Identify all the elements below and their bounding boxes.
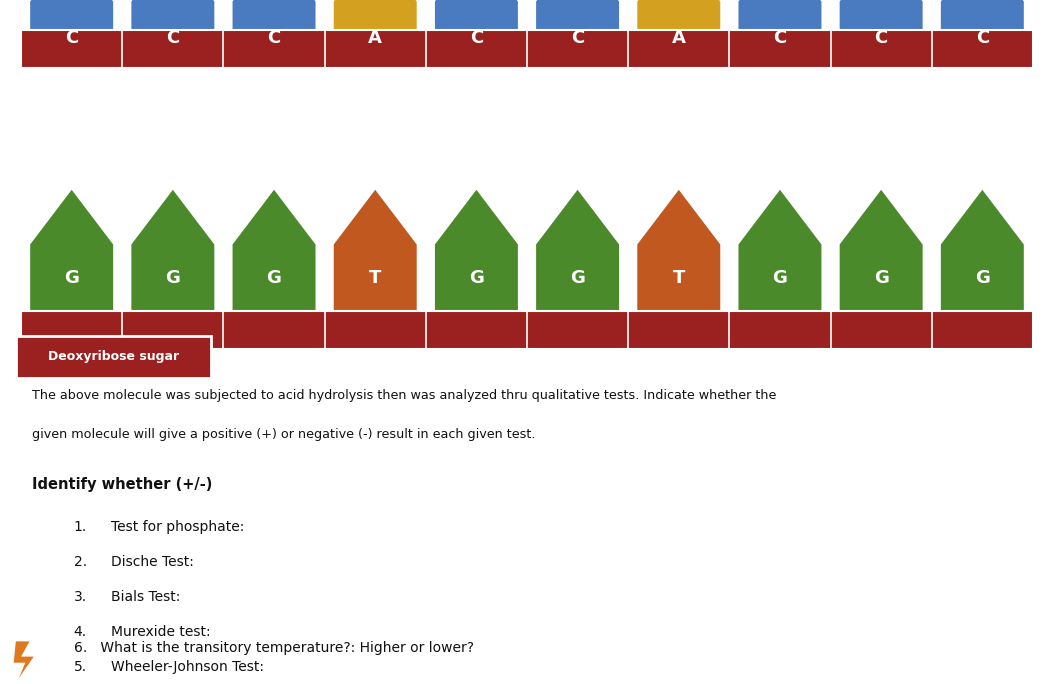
Polygon shape [536,0,619,68]
Text: The above molecule was subjected to acid hydrolysis then was analyzed thru quali: The above molecule was subjected to acid… [32,389,776,402]
Polygon shape [132,0,214,68]
Text: G: G [975,269,990,287]
FancyBboxPatch shape [16,336,211,378]
Text: 5.: 5. [74,659,86,674]
Text: Wheeler-Johnson Test:: Wheeler-Johnson Test: [111,659,264,674]
Text: A: A [671,29,686,47]
Polygon shape [638,190,720,311]
Polygon shape [334,190,416,311]
Text: A: A [368,29,383,47]
Text: 2.: 2. [74,555,86,568]
Text: Dische Test:: Dische Test: [111,555,194,568]
Polygon shape [638,0,720,68]
Polygon shape [840,190,922,311]
Polygon shape [536,190,619,311]
Text: C: C [470,29,483,47]
Text: 1.: 1. [74,520,87,534]
Polygon shape [233,190,315,311]
FancyBboxPatch shape [21,30,1033,68]
Text: C: C [167,29,179,47]
Polygon shape [233,0,315,68]
Text: C: C [65,29,78,47]
Text: given molecule will give a positive (+) or negative (-) result in each given tes: given molecule will give a positive (+) … [32,428,535,441]
Text: 4.: 4. [74,624,86,639]
Text: C: C [976,29,989,47]
Text: 3.: 3. [74,590,86,604]
Text: C: C [268,29,280,47]
Text: G: G [773,269,787,287]
Text: T: T [369,269,382,287]
Text: Bials Test:: Bials Test: [111,590,180,604]
Text: G: G [570,269,585,287]
FancyBboxPatch shape [21,311,1033,350]
Text: C: C [571,29,584,47]
Polygon shape [132,190,214,311]
Polygon shape [941,0,1023,68]
Text: G: G [64,269,79,287]
Text: G: G [874,269,889,287]
Polygon shape [31,0,113,68]
Polygon shape [739,190,821,311]
Text: C: C [774,29,786,47]
Text: T: T [672,269,685,287]
Text: 6.   What is the transitory temperature?: Higher or lower?: 6. What is the transitory temperature?: … [74,642,474,655]
Text: Test for phosphate:: Test for phosphate: [111,520,245,534]
Polygon shape [941,190,1023,311]
Polygon shape [435,0,518,68]
Text: C: C [875,29,887,47]
Text: Murexide test:: Murexide test: [111,624,211,639]
Polygon shape [14,642,34,678]
Polygon shape [840,0,922,68]
Text: G: G [165,269,180,287]
Polygon shape [334,0,416,68]
Text: G: G [267,269,281,287]
Polygon shape [739,0,821,68]
Text: Identify whether (+/-): Identify whether (+/-) [32,477,212,492]
Text: Deoxyribose sugar: Deoxyribose sugar [47,350,179,363]
Text: G: G [469,269,484,287]
Polygon shape [435,190,518,311]
Polygon shape [31,190,113,311]
